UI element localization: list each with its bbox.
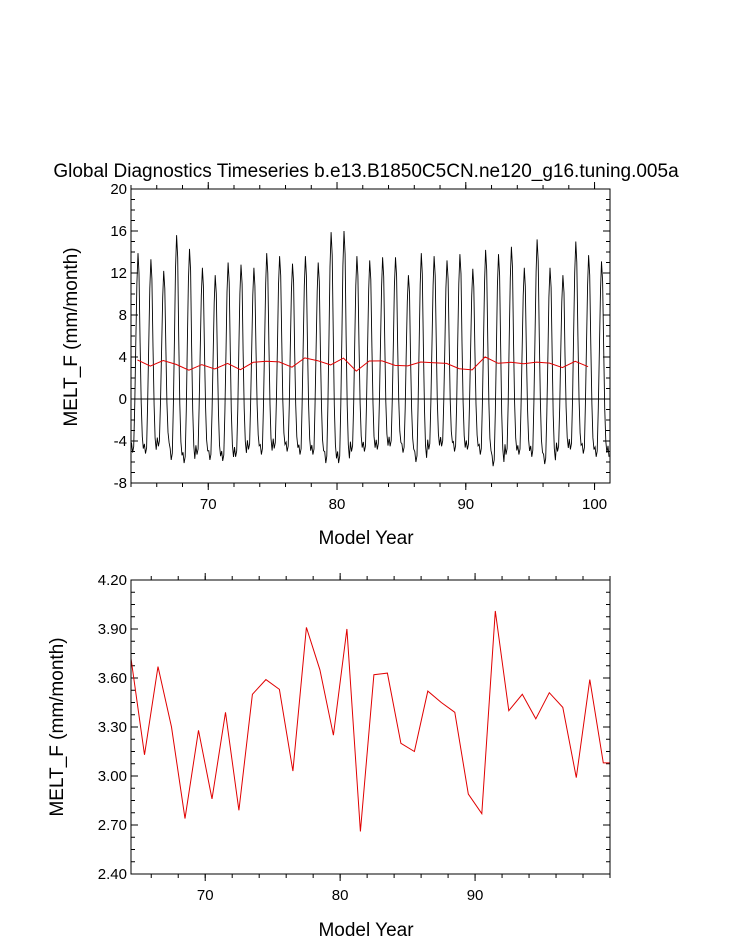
top-chart-title: Global Diagnostics Timeseries b.e13.B185… [53,161,679,182]
top-panel: Global Diagnostics Timeseries b.e13.B185… [53,161,679,549]
x-tick-label: 70 [200,496,217,513]
y-tick-label: 4 [119,349,127,366]
y-tick-label: 3.30 [98,719,127,736]
y-tick-label: 4.20 [98,572,127,589]
y-tick-label: 3.60 [98,670,127,687]
x-tick-label: 100 [582,496,607,513]
y-tick-label: 12 [110,265,127,282]
top-plot-frame [130,188,611,484]
y-tick-label: 20 [110,181,127,198]
y-tick-label: 0 [119,391,127,408]
annual-mean-line [130,610,610,832]
annual-mean-line [137,356,589,372]
bottom-panel: MELT_F (mm/month) Model Year 2.40 2.70 3.0… [47,572,611,941]
x-tick-label: 70 [197,887,214,904]
x-tick-label: 80 [332,887,349,904]
y-tick-label: 3.90 [98,621,127,638]
x-tick-label: 90 [467,887,484,904]
y-tick-label: 2.70 [98,817,127,834]
y-tick-label: 8 [119,307,127,324]
y-tick-label: 2.40 [98,866,127,883]
top-x-axis-label: Model Year [318,528,414,549]
y-tick-label: -8 [114,475,127,492]
bottom-plot-frame [130,579,611,875]
x-tick-label: 80 [329,496,346,513]
x-tick-label: 90 [457,496,474,513]
y-tick-label: 3.00 [98,768,127,785]
bottom-x-axis-label: Model Year [318,920,414,941]
top-y-axis-label: MELT_F (mm/month) [61,247,82,426]
monthly-series-line [131,230,610,467]
y-tick-label: 16 [110,223,127,240]
y-tick-label: -4 [114,433,127,450]
bottom-y-axis-label: MELT_F (mm/month) [47,637,68,816]
